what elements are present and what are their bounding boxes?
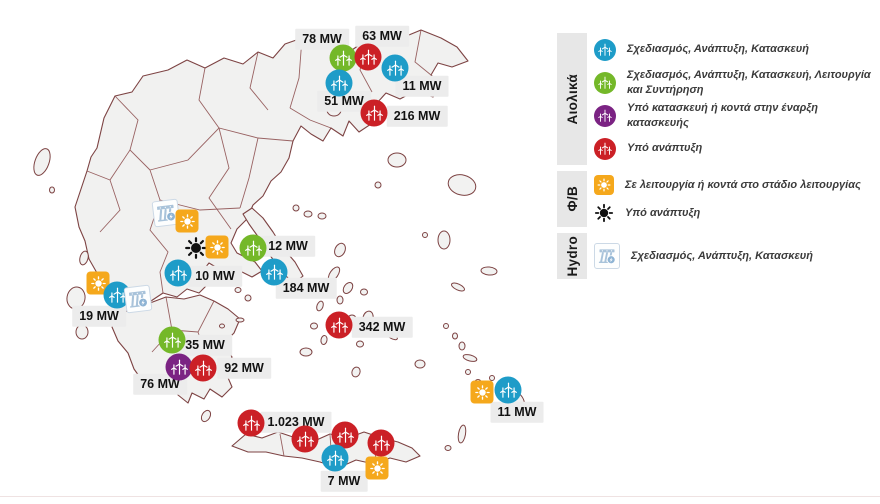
capacity-label: 11 MW [490,401,544,423]
wind-turbine-icon [594,71,616,94]
legend-item-label: Υπό ανάπτυξη [625,206,701,219]
wind-marker-blue [381,54,409,82]
wind-marker-red [237,409,265,437]
legend-item-pv-operational: Σε λειτουργία ή κοντά στο στάδιο λειτουρ… [594,171,861,199]
wind-marker-green [329,44,357,72]
legend-item-label: Υπό κατασκευή ή κοντά στην έναρξη κατασκ… [627,101,818,129]
wind-turbine-icon [594,38,616,61]
capacity-label: 92 MW [217,357,271,379]
wind-marker-blue [325,69,353,97]
legend-item-hydro: Σχεδιασμός, Ανάπτυξη, Κατασκευή [594,233,813,279]
capacity-label: 7 MW [320,470,368,492]
wind-marker-purple [165,353,193,381]
legend-item-label: Σχεδιασμός, Ανάπτυξη, Κατασκευή [631,249,813,262]
pv-operational-marker [205,235,229,259]
wind-marker-blue [164,259,192,287]
wind-marker-blue [260,258,288,286]
capacity-label: 1.023 MW [260,411,332,433]
wind-marker-red [360,99,388,127]
pv-operational-marker [470,380,494,404]
legend-section-title-hydro: Hydro [557,233,587,279]
hydro-marker [123,284,153,314]
wind-turbine-icon [594,137,616,160]
legend-item-wind-green: Σχεδιασμός, Ανάπτυξη, Κατασκευή, Λειτουρ… [594,66,875,99]
capacity-label: 35 MW [178,334,232,356]
legend-item-wind-red: Υπό ανάπτυξη [594,132,875,165]
capacity-label: 12 MW [261,235,315,257]
capacity-label: 216 MW [386,105,448,127]
legend: Αιολικά Σχεδιασμός, Ανάπτυξη, Κατασκευή … [557,33,875,279]
legend-item-label: Σχεδιασμός, Ανάπτυξη, Κατασκευή, Λειτουρ… [627,68,871,96]
wind-marker-red [325,311,353,339]
hydro-dam-icon [594,243,620,269]
legend-section-hydro: Hydro Σχεδιασμός, Ανάπτυξη, Κατασκευή [557,233,875,279]
capacity-label: 342 MW [351,316,413,338]
wind-marker-red [367,429,395,457]
pv-development-marker [184,236,208,260]
capacity-label: 19 MW [72,305,126,327]
pv-operational-marker [175,209,199,233]
legend-section-pv: Φ/Β Σε λειτουργία ή κοντά στο στάδιο λει… [557,171,875,227]
sun-black-icon [594,203,614,223]
legend-title-text: Αιολικά [564,73,580,125]
wind-marker-red [291,425,319,453]
wind-marker-green [158,326,186,354]
capacity-label: 11 MW [395,75,449,97]
pv-operational-marker [365,456,389,480]
legend-item-wind-blue: Σχεδιασμός, Ανάπτυξη, Κατασκευή [594,33,875,66]
capacity-label: 51 MW [317,90,371,112]
wind-marker-red [354,43,382,71]
wind-marker-red [189,354,217,382]
legend-item-pv-development: Υπό ανάπτυξη [594,199,861,227]
legend-item-label: Υπό ανάπτυξη [627,142,703,155]
wind-marker-green [239,234,267,262]
legend-item-label: Σε λειτουργία ή κοντά στο στάδιο λειτουρ… [625,178,861,191]
bottom-divider [0,496,880,497]
legend-section-wind: Αιολικά Σχεδιασμός, Ανάπτυξη, Κατασκευή … [557,33,875,165]
sun-square-icon [594,175,614,195]
wind-turbine-icon [594,104,616,127]
legend-section-title-wind: Αιολικά [557,33,587,165]
legend-item-wind-purple: Υπό κατασκευή ή κοντά στην έναρξη κατασκ… [594,99,875,132]
legend-title-text: Φ/Β [564,186,580,212]
legend-section-title-pv: Φ/Β [557,171,587,227]
legend-title-text: Hydro [564,235,580,277]
capacity-label: 78 MW [295,28,349,50]
capacity-label: 63 MW [355,25,409,47]
capacity-label: 184 MW [275,277,337,299]
capacity-label: 10 MW [188,265,242,287]
wind-marker-blue [494,376,522,404]
wind-marker-blue [321,444,349,472]
legend-item-label: Σχεδιασμός, Ανάπτυξη, Κατασκευή [627,43,809,56]
wind-marker-red [331,421,359,449]
